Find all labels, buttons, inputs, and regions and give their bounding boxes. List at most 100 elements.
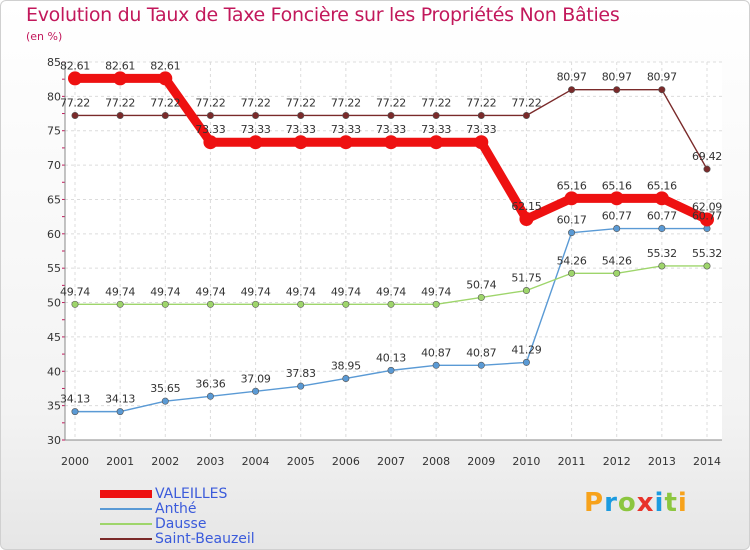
data-point-anth- — [71, 408, 79, 416]
data-label-anth-: 40.13 — [376, 351, 406, 364]
data-label-dausse: 55.32 — [692, 247, 722, 260]
data-label-saint-beauzeil: 77.22 — [286, 96, 316, 109]
data-label-dausse: 54.26 — [557, 254, 587, 267]
data-point-saint-beauzeil — [297, 111, 305, 119]
legend-swatch — [100, 489, 152, 498]
y-tick-label: 55 — [47, 262, 61, 275]
data-label-anth-: 34.13 — [105, 393, 135, 406]
x-tick-label: 2014 — [693, 455, 721, 468]
x-tick-label: 2010 — [512, 455, 540, 468]
data-point-anth- — [342, 374, 350, 382]
data-point-anth- — [116, 408, 124, 416]
data-label-dausse: 55.32 — [647, 247, 677, 260]
data-label-dausse: 49.74 — [60, 285, 90, 298]
data-label-valeilles: 73.33 — [421, 123, 451, 136]
chart-unit-label: (en %) — [26, 30, 63, 43]
data-point-saint-beauzeil — [613, 86, 621, 94]
data-point-saint-beauzeil — [568, 86, 576, 94]
data-point-saint-beauzeil — [477, 111, 485, 119]
data-point-saint-beauzeil — [658, 86, 666, 94]
data-label-valeilles: 73.33 — [286, 123, 316, 136]
x-tick-label: 2012 — [603, 455, 631, 468]
x-tick-label: 2008 — [422, 455, 450, 468]
legend-item-valeilles: VALEILLES — [100, 486, 255, 502]
data-label-anth-: 37.09 — [241, 372, 271, 385]
data-label-dausse: 49.74 — [241, 285, 271, 298]
data-label-valeilles: 73.33 — [466, 123, 496, 136]
chart-title: Evolution du Taux de Taxe Foncière sur l… — [26, 4, 620, 26]
data-label-dausse: 49.74 — [105, 285, 135, 298]
data-label-dausse: 49.74 — [331, 285, 361, 298]
x-tick-label: 2001 — [106, 455, 134, 468]
data-point-valeilles — [113, 71, 128, 86]
data-label-saint-beauzeil: 80.97 — [557, 71, 587, 84]
data-point-saint-beauzeil — [387, 111, 395, 119]
data-point-dausse — [116, 300, 124, 308]
data-point-saint-beauzeil — [342, 111, 350, 119]
logo-letter: x — [636, 488, 655, 518]
data-point-dausse — [658, 262, 666, 270]
plot-area — [65, 62, 722, 440]
data-point-saint-beauzeil — [703, 165, 711, 173]
y-tick-label: 45 — [47, 331, 61, 344]
y-tick-label: 70 — [47, 159, 61, 172]
data-label-anth-: 34.13 — [60, 393, 90, 406]
data-label-valeilles: 73.33 — [241, 123, 271, 136]
data-point-saint-beauzeil — [432, 111, 440, 119]
y-tick-label: 65 — [47, 193, 61, 206]
data-label-valeilles: 65.16 — [557, 179, 587, 192]
data-point-dausse — [71, 300, 79, 308]
data-label-valeilles: 82.61 — [150, 59, 180, 72]
logo-letter: i — [677, 488, 688, 518]
y-tick-label: 75 — [47, 125, 61, 138]
y-tick-label: 40 — [47, 365, 61, 378]
legend-swatch — [100, 507, 152, 510]
data-point-valeilles — [609, 191, 624, 206]
data-label-saint-beauzeil: 77.22 — [466, 96, 496, 109]
logo-letter: t — [664, 488, 678, 518]
legend-item-dausse: Dausse — [100, 515, 255, 532]
y-tick-label: 50 — [47, 297, 61, 310]
data-point-valeilles — [293, 135, 308, 150]
legend-item-anth-: Anthé — [100, 500, 255, 517]
data-point-saint-beauzeil — [206, 111, 214, 119]
data-point-anth- — [206, 392, 214, 400]
data-label-anth-: 60.77 — [692, 210, 722, 223]
legend-label: Saint-Beauzeil — [155, 530, 255, 547]
data-point-dausse — [342, 300, 350, 308]
data-point-dausse — [297, 300, 305, 308]
data-label-saint-beauzeil: 77.22 — [195, 96, 225, 109]
data-label-anth-: 40.87 — [421, 346, 451, 359]
data-label-anth-: 60.77 — [647, 210, 677, 223]
data-point-dausse — [522, 287, 530, 295]
data-point-saint-beauzeil — [71, 111, 79, 119]
legend-label: Dausse — [155, 515, 207, 532]
data-point-valeilles — [158, 71, 173, 86]
data-point-anth- — [522, 358, 530, 366]
data-point-anth- — [613, 225, 621, 233]
data-point-anth- — [297, 382, 305, 390]
data-label-valeilles: 73.33 — [195, 123, 225, 136]
data-label-saint-beauzeil: 77.22 — [421, 96, 451, 109]
data-label-saint-beauzeil: 77.22 — [105, 96, 135, 109]
data-point-valeilles — [429, 135, 444, 150]
data-label-valeilles: 65.16 — [602, 179, 632, 192]
data-label-dausse: 49.74 — [286, 285, 316, 298]
data-point-valeilles — [203, 135, 218, 150]
y-tick-label: 35 — [47, 400, 61, 413]
legend-label: Anthé — [155, 500, 197, 517]
data-label-dausse: 49.74 — [150, 285, 180, 298]
y-tick-label: 80 — [47, 90, 61, 103]
data-label-saint-beauzeil: 80.97 — [647, 71, 677, 84]
data-point-dausse — [703, 262, 711, 270]
legend-item-saint-beauzeil: Saint-Beauzeil — [100, 530, 255, 547]
data-point-dausse — [568, 269, 576, 277]
data-label-dausse: 49.74 — [376, 285, 406, 298]
logo-letter: o — [617, 488, 637, 518]
data-label-anth-: 60.17 — [557, 214, 587, 227]
data-label-anth-: 41.29 — [511, 343, 541, 356]
data-point-dausse — [477, 293, 485, 301]
data-point-saint-beauzeil — [252, 111, 260, 119]
x-tick-label: 2007 — [377, 455, 405, 468]
